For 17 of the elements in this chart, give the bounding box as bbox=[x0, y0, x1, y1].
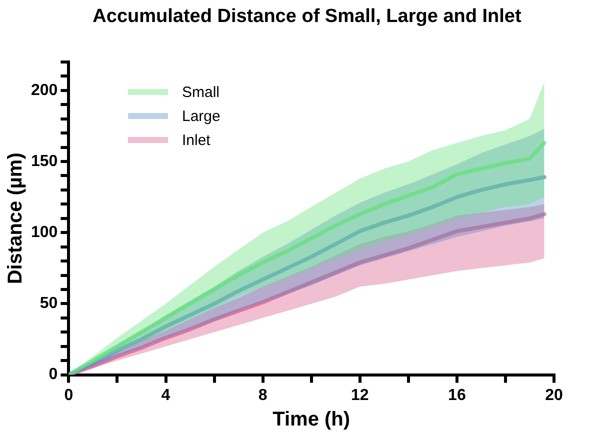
y-tick-label: 0 bbox=[48, 366, 58, 384]
chart-title: Accumulated Distance of Small, Large and Inlet bbox=[92, 6, 522, 28]
x-tick-label: 8 bbox=[258, 386, 268, 404]
y-tick-label: 200 bbox=[30, 82, 58, 99]
x-tick-label: 4 bbox=[161, 386, 170, 404]
x-tick-label: 0 bbox=[64, 386, 74, 404]
x-tick-label: 16 bbox=[448, 386, 466, 404]
y-tick-label: 150 bbox=[30, 152, 58, 170]
x-axis-title: Time (h) bbox=[272, 408, 350, 431]
y-axis-title: Distance (µm) bbox=[4, 152, 27, 284]
legend-label: Small bbox=[182, 84, 220, 100]
y-tick-label: 50 bbox=[40, 295, 58, 312]
x-tick-label: 20 bbox=[545, 386, 563, 404]
legend-label: Large bbox=[182, 108, 220, 124]
y-tick-label: 100 bbox=[30, 224, 58, 242]
x-tick-label: 12 bbox=[350, 386, 369, 404]
legend-label: Inlet bbox=[182, 132, 210, 148]
